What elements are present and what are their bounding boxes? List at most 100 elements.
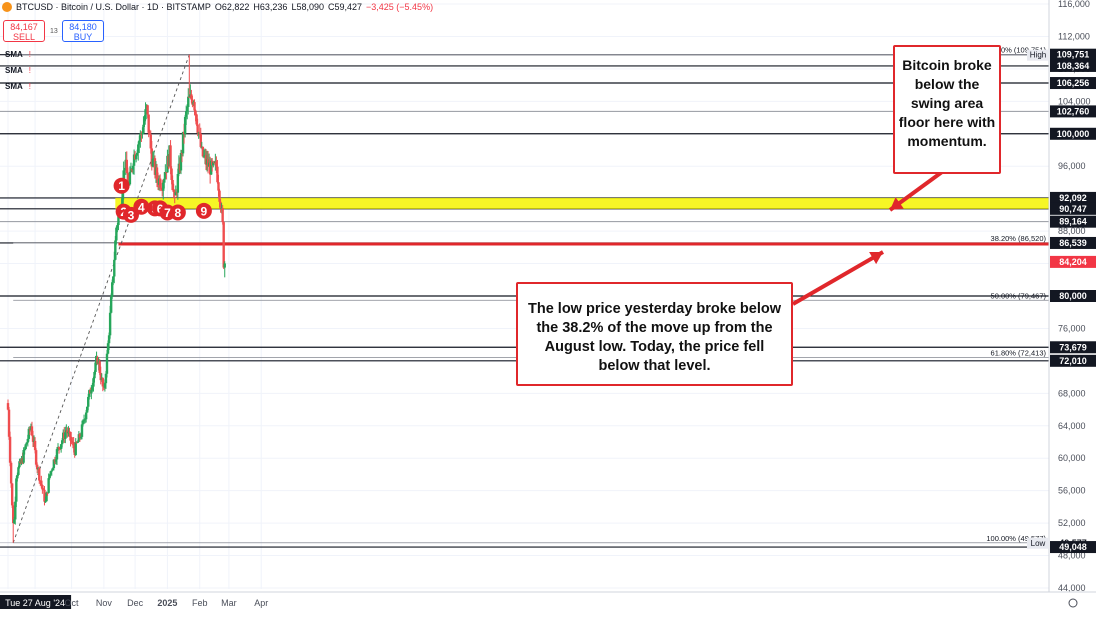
support-zone-layer <box>115 197 1050 209</box>
fib-level-label: 100.00% (49,577) <box>986 534 1046 543</box>
candle-body <box>84 412 88 420</box>
candle-body <box>7 409 11 437</box>
candle-body <box>44 501 47 503</box>
y-tick-label: 56,000 <box>1058 486 1086 496</box>
fib-level-label: 38.20% (86,520) <box>991 234 1047 243</box>
candle-body <box>165 172 168 174</box>
price-level-tag <box>1050 127 1096 140</box>
arrow-to-fib-break <box>791 250 885 306</box>
candle-body <box>179 152 183 171</box>
symbol-title: BTCUSD · Bitcoin / U.S. Dollar · 1D · BI… <box>16 2 211 12</box>
buy-button[interactable]: 84,180 BUY <box>62 20 104 42</box>
candle-body <box>43 489 46 502</box>
price-level-label: 92,092 <box>1059 193 1087 203</box>
candle-body <box>48 474 51 479</box>
candle-body <box>50 470 53 472</box>
candle-body <box>16 474 19 479</box>
price-level-tag <box>1050 354 1096 367</box>
candle-body <box>69 431 72 441</box>
axis-tag-box <box>1027 49 1049 61</box>
fib-level-label: 50.00% (79,467) <box>991 291 1047 300</box>
price-axis-layer: 116,000112,000108,000104,000100,00096,00… <box>1027 0 1096 617</box>
candle-body <box>108 312 112 336</box>
sell-button[interactable]: 84,167 SELL <box>3 20 45 42</box>
bitcoin-logo-icon <box>2 2 12 12</box>
price-level-tag <box>1050 541 1096 554</box>
candle-body <box>150 148 153 167</box>
candle-body <box>117 215 120 226</box>
candle-body <box>144 109 147 120</box>
candle-body <box>130 169 134 171</box>
y-tick-label: 112,000 <box>1058 31 1090 41</box>
y-tick-label: 44,000 <box>1058 583 1086 593</box>
candle-body <box>82 420 86 422</box>
candle-body <box>219 201 222 209</box>
candle-body <box>90 389 93 394</box>
candle-body <box>46 492 49 494</box>
x-tick-label: Oct <box>65 598 80 608</box>
swing-marker-circle <box>195 202 212 219</box>
candle-body <box>183 116 187 135</box>
candle-body <box>223 263 226 268</box>
candle-body <box>25 442 28 445</box>
candle-body <box>148 132 151 135</box>
candle-body <box>114 240 117 260</box>
axis-tag-box <box>1027 537 1049 549</box>
candle-body <box>132 154 136 166</box>
indicator-sma-3[interactable]: SMA! <box>5 82 31 91</box>
price-axis-background <box>1049 0 1096 617</box>
swing-marker-label: 9 <box>201 204 208 218</box>
candle-body <box>216 166 219 183</box>
candle-body <box>22 450 25 463</box>
candle-body <box>146 105 149 115</box>
candle-body <box>123 167 126 171</box>
x-tick-label: Dec <box>127 598 144 608</box>
ohlc-change: −3,425 (−5.45%) <box>366 2 434 12</box>
candle-body <box>83 419 87 421</box>
price-level-label: 109,751 <box>1057 50 1090 60</box>
candle-body <box>14 501 17 520</box>
candle-body <box>131 165 135 170</box>
candle-body <box>201 146 205 157</box>
candle-body <box>54 459 58 462</box>
indicator-sma-2[interactable]: SMA! <box>5 66 31 75</box>
candles-layer <box>6 54 226 543</box>
candle-body <box>184 111 188 117</box>
candle-body <box>172 190 175 192</box>
current-price-tag <box>1050 255 1096 268</box>
y-tick-label: 52,000 <box>1058 518 1086 528</box>
candle-body <box>198 132 201 134</box>
candle-body <box>31 435 35 442</box>
candle-body <box>170 168 173 180</box>
chart-settings-icon <box>1068 598 1078 608</box>
candle-body <box>194 110 197 115</box>
indicator-sma-1[interactable]: SMA! <box>5 50 31 59</box>
warning-icon: ! <box>28 82 32 91</box>
candle-body <box>151 158 155 167</box>
y-tick-label: 76,000 <box>1058 323 1086 333</box>
candle-body <box>92 378 95 387</box>
candle-body <box>191 99 194 105</box>
price-level-tag <box>1050 191 1096 204</box>
swing-marker-label: 1 <box>118 179 125 193</box>
candle-body <box>107 335 111 344</box>
candle-body <box>99 372 102 381</box>
symbol-header: BTCUSD · Bitcoin / U.S. Dollar · 1D · BI… <box>0 0 433 14</box>
price-level-tag <box>1050 290 1096 302</box>
candle-body <box>6 403 10 410</box>
candle-body <box>26 438 29 443</box>
candle-body <box>116 225 119 228</box>
candle-body <box>139 133 142 141</box>
trend-line <box>12 54 190 543</box>
price-level-label: 100,000 <box>1057 129 1090 139</box>
candle-body <box>125 159 128 174</box>
candle-body <box>8 436 12 463</box>
candle-body <box>136 152 139 156</box>
price-level-tag <box>1050 77 1096 90</box>
sell-price: 84,167 <box>10 22 38 32</box>
candle-body <box>202 155 206 157</box>
candle-body <box>103 383 107 388</box>
